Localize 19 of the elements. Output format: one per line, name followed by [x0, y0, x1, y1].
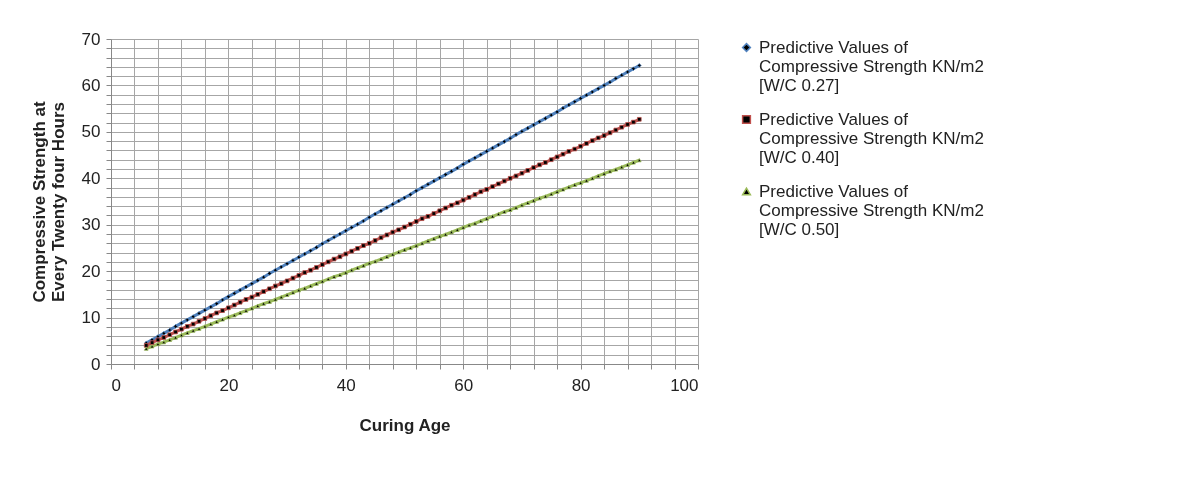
- y-tick-label: 10: [81, 308, 101, 328]
- y-axis-title: Compressive Strength at Every Twenty four Hours: [29, 101, 68, 303]
- legend-label: Predictive Values of Compressive Strength KN/m2 [W/C 0.50]: [759, 181, 984, 239]
- y-tick-label: 70: [81, 29, 101, 49]
- x-tick-label: 20: [219, 375, 239, 395]
- y-tick-label: 40: [81, 168, 101, 188]
- x-tick-label: 80: [571, 375, 591, 395]
- legend-label: Predictive Values of Compressive Strength KN/m2 [W/C 0.40]: [759, 109, 984, 167]
- y-tick-label: 50: [81, 122, 101, 142]
- x-tick-label: 60: [454, 375, 474, 395]
- x-axis-title: Curing Age: [359, 415, 451, 435]
- x-tick-label: 0: [111, 375, 121, 395]
- y-tick-label: 30: [81, 215, 101, 235]
- x-tick-label: 100: [670, 375, 699, 395]
- legend-label: Predictive Values of Compressive Strength KN/m2 [W/C 0.27]: [759, 37, 984, 95]
- y-tick-label: 20: [81, 261, 101, 281]
- x-tick-label: 40: [336, 375, 356, 395]
- y-tick-label: 60: [81, 75, 101, 95]
- y-tick-label: 0: [91, 354, 101, 374]
